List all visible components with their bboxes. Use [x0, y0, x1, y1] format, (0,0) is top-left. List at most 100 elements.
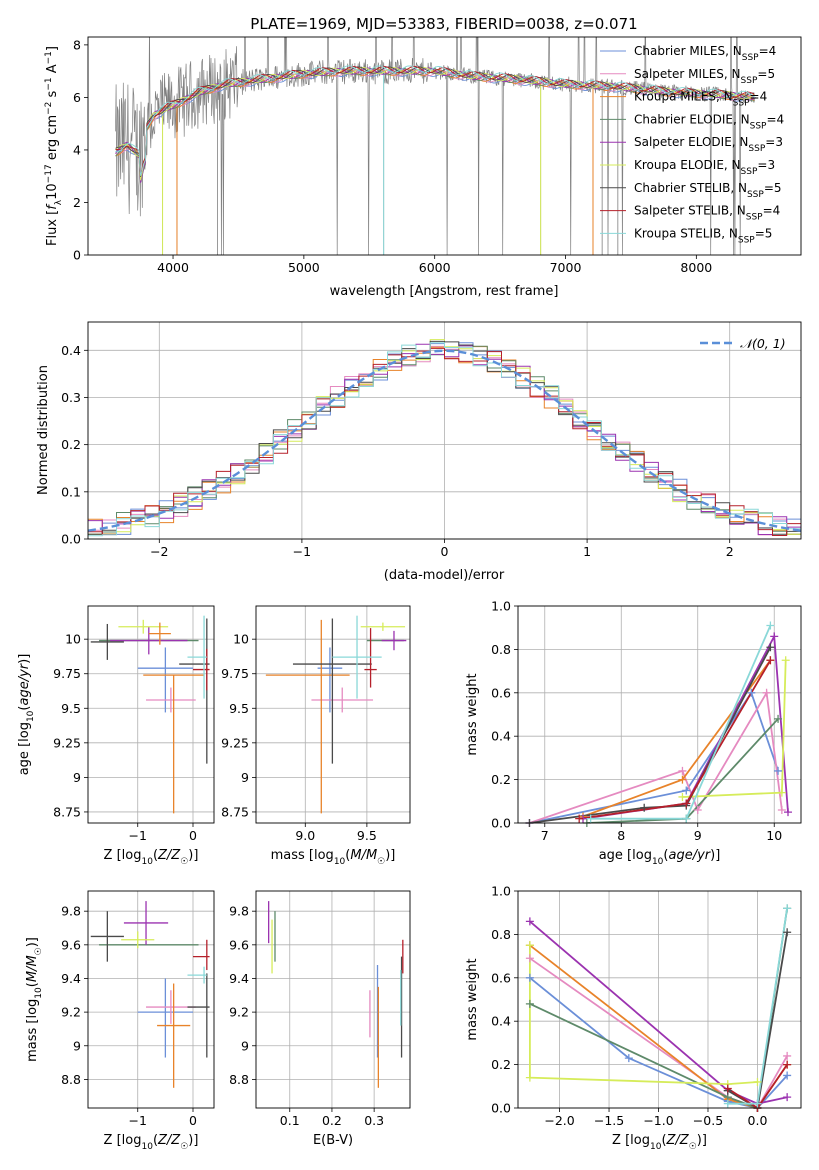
series-marker: [678, 775, 687, 784]
text-span: =4: [766, 112, 784, 126]
text-span: SSP: [741, 167, 758, 177]
y-tick-label: 0.0: [491, 1101, 511, 1116]
x-tick-label: 6000: [419, 260, 451, 275]
text-span: ☉: [689, 1142, 697, 1152]
plot-area: [529, 625, 789, 823]
x-tick-label: 0.0: [748, 1113, 768, 1128]
text-span: (: [153, 1133, 158, 1148]
series-line-salpeter-miles: [529, 690, 783, 823]
series-marker: [783, 808, 792, 817]
legend-label: Kroupa ELODIE, NSSP=3: [634, 158, 775, 177]
legend-label: Chabrier MILES, NSSP=4: [634, 44, 776, 63]
series-marker: [770, 632, 779, 641]
text-span: 10: [141, 1142, 153, 1152]
x-tick-label: 9.0: [295, 828, 315, 843]
legend-label: Kroupa MILES, NSSP=4: [634, 90, 767, 109]
x-tick-label: 8000: [680, 260, 712, 275]
y-tick-label: 0.2: [61, 437, 81, 452]
y-tick-label: 1.0: [491, 884, 511, 899]
series-marker: [783, 1051, 792, 1060]
y-tick-label: 9.6: [61, 937, 81, 952]
legend-label: 𝒩(0, 1): [740, 336, 786, 351]
x-tick-label: −2.0: [544, 1113, 574, 1128]
x-tick-label: 7: [541, 828, 549, 843]
y-tick-label: 9.4: [229, 971, 249, 986]
text-span: ☉: [180, 857, 188, 867]
series-marker: [525, 954, 534, 963]
panel-mass-weight-vs-Z: −2.0 −1.5 −1.0 −0.5 0.0 0.0 0.2 0.4 0.6 0.8 1.0 Z […: [465, 884, 802, 1152]
y-tick-label: 10: [65, 632, 81, 647]
x-tick-label: 5000: [288, 260, 320, 275]
series-marker: [766, 656, 775, 665]
text-span: 10: [652, 857, 664, 867]
plot-area: [90, 615, 210, 814]
histogram-kroupa-stelib: [88, 342, 801, 537]
x-tick-label: 2: [726, 544, 734, 559]
panel-mass-vs-Z: −1 08.899.29.49.69.8Z [log10(Z/Z☉)]mass […: [25, 890, 215, 1152]
model-line-chabrier-stelib: [115, 66, 755, 177]
series-marker: [774, 766, 783, 775]
y-tick-label: 9.4: [61, 971, 81, 986]
text-span: SSP: [747, 190, 764, 200]
y-axis-label: mass [log10(M/M☉)]: [25, 937, 44, 1062]
panel-mass-vs-ebv: 0.1 0.2 0.3 8.8 9 9.2 9.4 9.6 9.8 E(B-V): [229, 890, 411, 1148]
text-span: )]: [385, 848, 395, 863]
x-axis-label: Z [log10(Z/Z☉)]: [612, 1133, 707, 1152]
y-tick-label: 6: [73, 90, 81, 105]
text-span: age [log: [17, 722, 32, 775]
y-tick-label: 0.8: [491, 927, 511, 942]
series-marker: [682, 814, 691, 823]
text-span: mass [log: [271, 848, 334, 863]
legend-label: Kroupa STELIB, NSSP=5: [634, 226, 772, 245]
text-span: =5: [764, 181, 782, 195]
y-tick-label: 0.4: [61, 343, 81, 358]
text-span: λ: [54, 199, 64, 205]
text-span: SSP: [738, 235, 755, 245]
text-span: Salpeter ELODIE, N: [634, 135, 748, 149]
text-span: =3: [765, 135, 783, 149]
y-tick-label: 9.25: [221, 735, 249, 750]
text-span: Z/Z: [157, 1133, 181, 1148]
x-axis-label: E(B-V): [313, 1133, 353, 1148]
plot-area: [268, 901, 404, 1088]
text-span: =5: [755, 226, 773, 240]
y-axis-label: Normed distribution: [36, 365, 51, 495]
model-line-chabrier-miles: [115, 69, 755, 180]
axes-frame: [255, 605, 411, 824]
y-tick-label: 0.4: [491, 729, 511, 744]
y-tick-label: 8.75: [53, 804, 81, 819]
text-span: =4: [759, 44, 777, 58]
y-tick-label: 0.1: [61, 484, 81, 499]
axes-frame: [255, 890, 411, 1109]
text-span: E(B-V): [313, 1133, 353, 1148]
y-tick-label: 0.8: [491, 642, 511, 657]
series-marker: [682, 786, 691, 795]
legend-label: Chabrier ELODIE, NSSP=4: [634, 112, 784, 131]
model-line-chabrier-elodie: [115, 68, 755, 183]
x-tick-label: −2: [150, 544, 168, 559]
text-span: =4: [763, 204, 781, 218]
text-span: )]: [188, 1133, 198, 1148]
text-span: f: [45, 203, 60, 210]
y-tick-label: 0.3: [61, 390, 81, 405]
legend-label: Salpeter STELIB, NSSP=4: [634, 204, 780, 223]
series-marker: [753, 1077, 762, 1086]
x-tick-label: −0.5: [693, 1113, 723, 1128]
series-marker: [762, 688, 771, 697]
series-marker: [678, 766, 687, 775]
text-span: mass weight: [465, 673, 480, 755]
y-tick-label: 9: [73, 770, 81, 785]
text-span: −1: [44, 51, 54, 64]
x-tick-label: −1: [293, 544, 311, 559]
y-tick-label: 0.4: [491, 1014, 511, 1029]
text-span: (: [25, 982, 40, 987]
y-axis-label: Flux [fλ10−17 erg cm−2 s−1 A−1]: [44, 46, 64, 246]
text-span: Z [log: [612, 1133, 650, 1148]
series-line-salpeter-stelib: [727, 1064, 788, 1108]
axes-frame: [87, 36, 802, 256]
text-span: M/M: [25, 955, 40, 982]
series-marker: [723, 1084, 732, 1093]
